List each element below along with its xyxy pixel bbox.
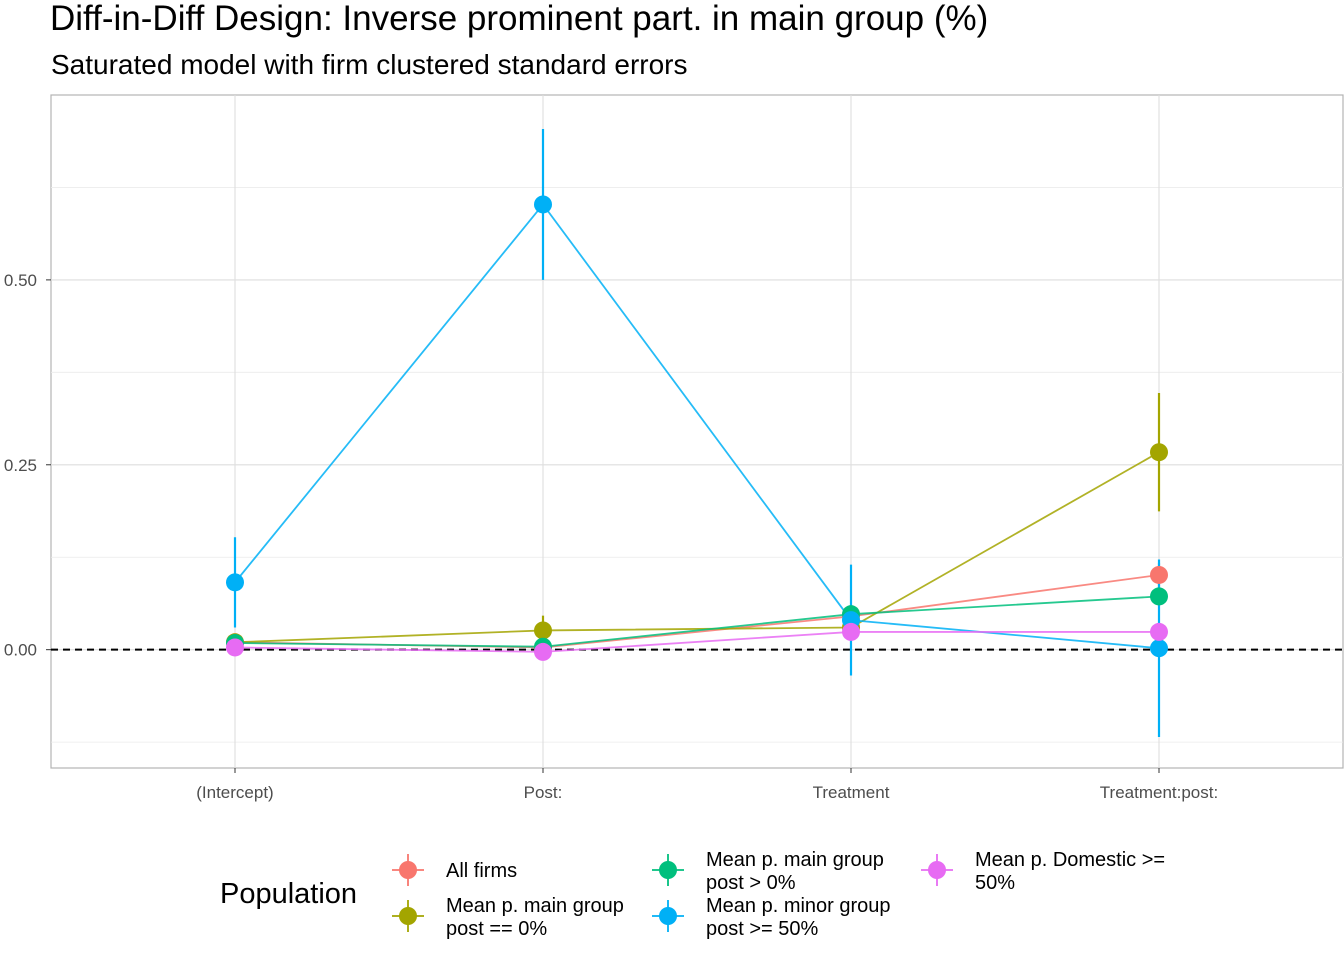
legend-key-point: [928, 861, 946, 879]
y-axis: 0.00 0.25 0.50: [4, 271, 51, 660]
series-line-1: [234, 451, 1160, 644]
data-point: [1150, 622, 1168, 641]
data-point: [534, 621, 552, 640]
chart-subtitle: Saturated model with firm clustered stan…: [51, 49, 688, 80]
legend-key: [921, 854, 953, 886]
legend-label: All firms: [446, 860, 517, 882]
series-line-3: [234, 202, 1160, 650]
x-axis: (Intercept) Post: Treatment Treatment:post:: [196, 768, 1218, 802]
data-point: [534, 195, 552, 214]
data-point: [534, 642, 552, 661]
series-line-2: [234, 595, 1160, 648]
legend-items: All firms Mean p. main group post == 0% Mea…: [392, 849, 1165, 940]
data-point: [226, 638, 244, 657]
data-point: [1150, 565, 1168, 584]
legend-key: [652, 900, 684, 932]
legend-key-point: [399, 861, 417, 879]
legend-label: Mean p. main group post > 0%: [706, 849, 884, 894]
data-point: [226, 573, 244, 592]
legend-title: Population: [220, 878, 357, 910]
legend-label: Mean p. main group post == 0%: [446, 895, 624, 940]
chart-title: Diff-in-Diff Design: Inverse prominent p…: [50, 0, 988, 38]
data-point: [842, 622, 860, 641]
y-tick-label: 0.00: [4, 641, 37, 660]
data-point: [1150, 639, 1168, 658]
y-tick-label: 0.25: [4, 456, 37, 475]
x-tick-label: Post:: [524, 783, 563, 802]
legend-label: Mean p. Domestic >= 50%: [975, 849, 1165, 894]
data-point: [1150, 587, 1168, 606]
plot-panel: [50, 94, 1344, 769]
series-line-4: [234, 631, 1159, 653]
series-points: [226, 195, 1168, 661]
y-tick-label: 0.50: [4, 271, 37, 290]
x-tick-label: Treatment:post:: [1100, 783, 1218, 802]
data-point: [1150, 443, 1168, 462]
series-lines: [234, 202, 1160, 653]
x-tick-label: (Intercept): [196, 783, 273, 802]
plot-border: [50, 94, 1344, 769]
legend-key: [652, 854, 684, 886]
legend-label: Mean p. minor group post >= 50%: [706, 895, 891, 940]
legend-key-point: [399, 907, 417, 925]
legend: Population All firms Mean p. main group po…: [220, 849, 1165, 940]
legend-key: [392, 900, 424, 932]
legend-key: [392, 854, 424, 886]
x-tick-label: Treatment: [813, 783, 890, 802]
legend-key-point: [659, 861, 677, 879]
legend-key-point: [659, 907, 677, 925]
